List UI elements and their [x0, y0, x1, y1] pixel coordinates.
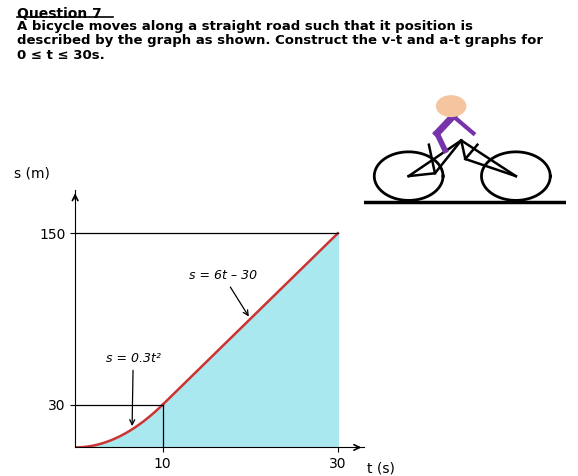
Text: A bicycle moves along a straight road such that it position is: A bicycle moves along a straight road su… [17, 20, 473, 33]
Text: 0 ≤ t ≤ 30s.: 0 ≤ t ≤ 30s. [17, 49, 105, 61]
Text: s = 0.3t²: s = 0.3t² [106, 352, 161, 425]
Y-axis label: s (m): s (m) [14, 166, 50, 180]
Text: s = 6t – 30: s = 6t – 30 [189, 269, 257, 316]
Text: described by the graph as shown. Construct the v-t and a-t graphs for: described by the graph as shown. Constru… [17, 34, 543, 47]
Text: t (s): t (s) [367, 462, 395, 476]
Text: Question 7: Question 7 [17, 7, 102, 21]
Circle shape [436, 96, 466, 117]
